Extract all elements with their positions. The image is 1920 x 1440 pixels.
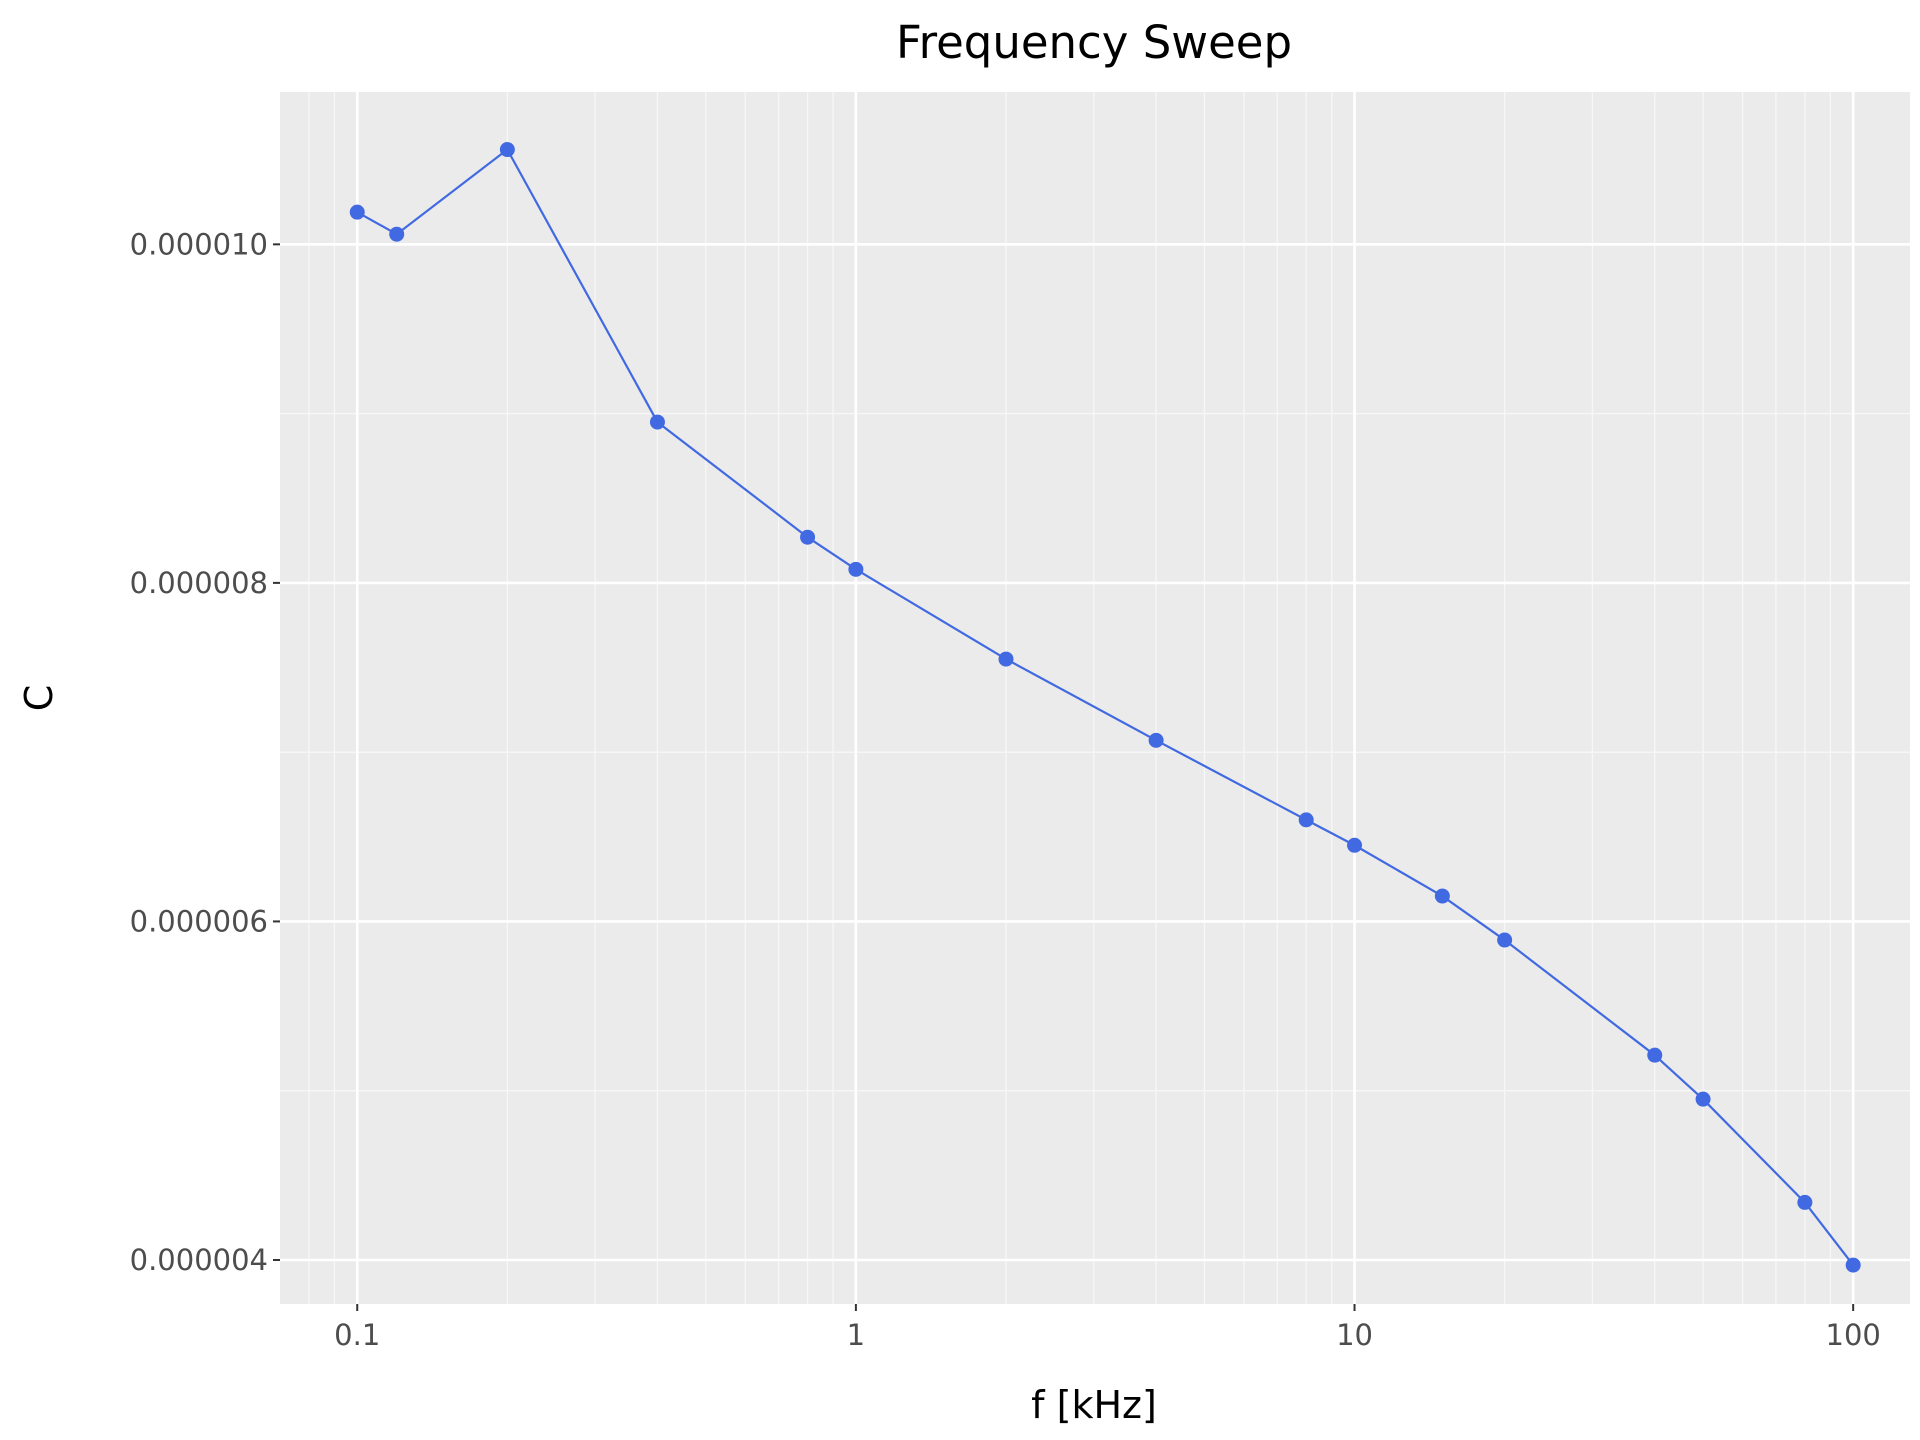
- data-point: [1434, 888, 1450, 904]
- data-point: [998, 651, 1014, 667]
- x-tick-label: 0.1: [334, 1318, 380, 1352]
- x-tick-label: 1: [847, 1318, 865, 1352]
- minor-gridlines: [280, 92, 1910, 1304]
- y-tick-label: 0.000006: [130, 904, 268, 938]
- chart-title: Frequency Sweep: [896, 16, 1292, 69]
- data-point: [1148, 732, 1164, 748]
- x-tick-label: 10: [1336, 1318, 1373, 1352]
- data-point: [649, 414, 665, 430]
- y-tick-label: 0.000010: [130, 227, 268, 261]
- data-point: [389, 226, 405, 242]
- y-tick-label: 0.000008: [130, 566, 268, 600]
- data-point: [800, 529, 816, 545]
- x-axis-title: f [kHz]: [1031, 1383, 1157, 1427]
- series-layer: [349, 142, 1861, 1273]
- data-point: [1845, 1257, 1861, 1273]
- x-tick-label: 100: [1826, 1318, 1881, 1352]
- data-point: [1497, 932, 1513, 948]
- data-point: [1347, 837, 1363, 853]
- major-gridlines: [280, 92, 1910, 1304]
- plot-panel: [280, 92, 1910, 1304]
- series-line: [356, 147, 1855, 1266]
- data-point: [1797, 1194, 1813, 1210]
- data-point: [349, 204, 365, 220]
- data-point: [848, 561, 864, 577]
- data-point: [499, 142, 515, 158]
- data-point: [1695, 1091, 1711, 1107]
- axes: 0.1 1 10 100 0.000004 0.000006 0.000008 0.00001…: [130, 227, 1881, 1352]
- data-point: [1647, 1047, 1663, 1063]
- y-axis-title: C: [17, 685, 61, 712]
- y-tick-label: 0.000004: [130, 1243, 268, 1277]
- data-point: [1298, 812, 1314, 828]
